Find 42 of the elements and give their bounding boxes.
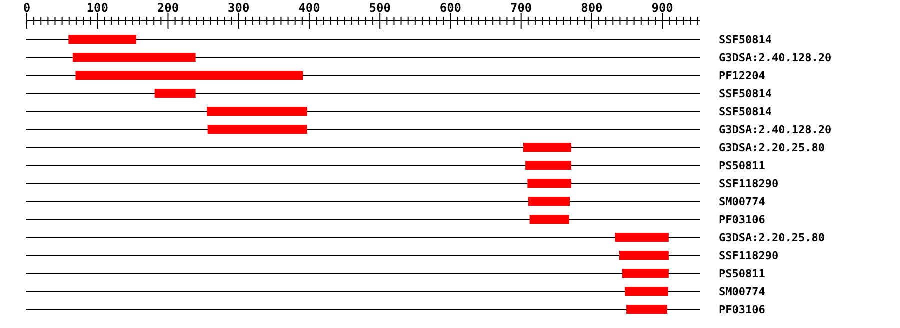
y-tick-label: PS50811 — [719, 267, 766, 280]
bar — [207, 107, 308, 116]
y-tick-label: PF03106 — [719, 303, 766, 316]
bar — [154, 89, 196, 98]
bar — [625, 287, 668, 296]
bar — [208, 125, 308, 134]
y-tick-label: SSF50814 — [719, 33, 772, 46]
y-tick-label: SSF118290 — [719, 177, 779, 190]
bar — [523, 143, 572, 152]
y-tick-label: SSF50814 — [719, 105, 772, 118]
x-tick-label: 500 — [369, 1, 391, 15]
y-tick-label: SSF118290 — [719, 249, 779, 262]
x-tick-label: 300 — [228, 1, 250, 15]
bar — [530, 215, 570, 224]
y-tick-label: G3DSA:2.20.25.80 — [719, 141, 825, 154]
bar — [622, 269, 669, 278]
bar — [528, 179, 572, 188]
bar — [68, 35, 136, 44]
x-tick-label: 200 — [157, 1, 180, 15]
y-tick-label: G3DSA:2.40.128.20 — [719, 123, 832, 136]
y-tick-label: G3DSA:2.20.25.80 — [719, 231, 825, 244]
bar — [528, 197, 570, 206]
y-tick-label: PF12204 — [719, 69, 766, 82]
x-tick-label: 700 — [510, 1, 532, 15]
bar — [526, 161, 572, 170]
y-tick-label: SM00774 — [719, 285, 766, 298]
x-tick-label: 800 — [581, 1, 603, 15]
y-tick-label: G3DSA:2.40.128.20 — [719, 51, 832, 64]
x-tick-label: 400 — [298, 1, 320, 15]
y-tick-label: PF03106 — [719, 213, 766, 226]
y-tick-label: PS50811 — [719, 159, 766, 172]
x-tick-label: 600 — [440, 1, 462, 15]
bar — [619, 251, 669, 260]
x-tick-label: 0 — [23, 1, 31, 15]
bar — [76, 71, 304, 80]
x-tick-label: 100 — [86, 1, 108, 15]
bar — [615, 233, 669, 242]
bar — [626, 305, 668, 314]
x-tick-label: 900 — [652, 1, 674, 15]
bar — [72, 53, 196, 62]
y-tick-label: SM00774 — [719, 195, 766, 208]
y-tick-label: SSF50814 — [719, 87, 772, 100]
